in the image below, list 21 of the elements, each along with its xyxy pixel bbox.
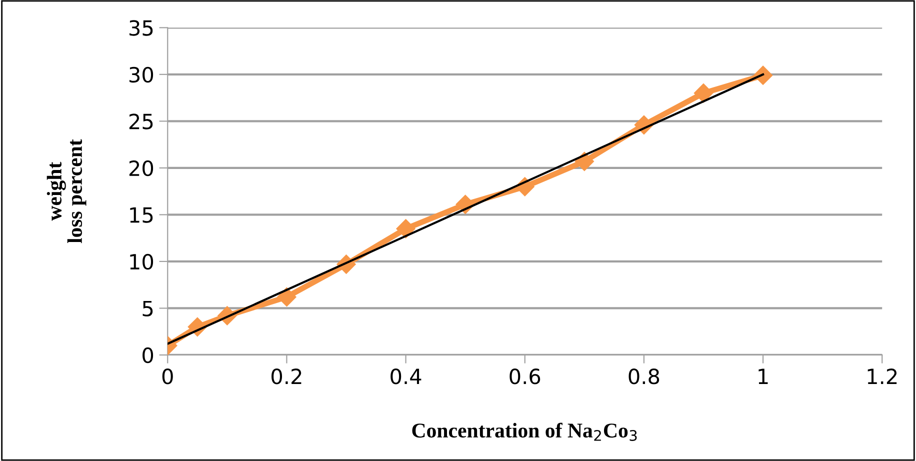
point <box>574 152 594 171</box>
x-tick-label: 1.2 <box>868 368 897 384</box>
point <box>277 287 296 307</box>
x-axis-title: Concentration of Na$_{2}$Co$_{3}$ <box>412 422 637 442</box>
x-tick-label: 0.6 <box>510 368 540 384</box>
y-tick-label: 25 <box>129 114 153 130</box>
y-tick-label: 0 <box>142 347 154 364</box>
x-tick-label: 0.4 <box>390 368 422 384</box>
x-tick-label: 0.8 <box>628 368 660 384</box>
y-tick-label: 35 <box>130 20 153 36</box>
x-tick-label: 0 <box>162 368 173 384</box>
x-tick-label: 1 <box>758 368 768 384</box>
y-tick-label: 5 <box>142 300 153 316</box>
point <box>694 84 714 103</box>
y-tick-label: 10 <box>130 254 154 270</box>
y-tick-label: 20 <box>129 160 154 176</box>
y-axis-title: weight loss percent <box>46 139 86 244</box>
point <box>396 219 416 238</box>
x-tick-label: 0.2 <box>272 368 302 384</box>
y-tick-label: 30 <box>130 66 154 83</box>
y-tick-label: 15 <box>130 207 153 223</box>
